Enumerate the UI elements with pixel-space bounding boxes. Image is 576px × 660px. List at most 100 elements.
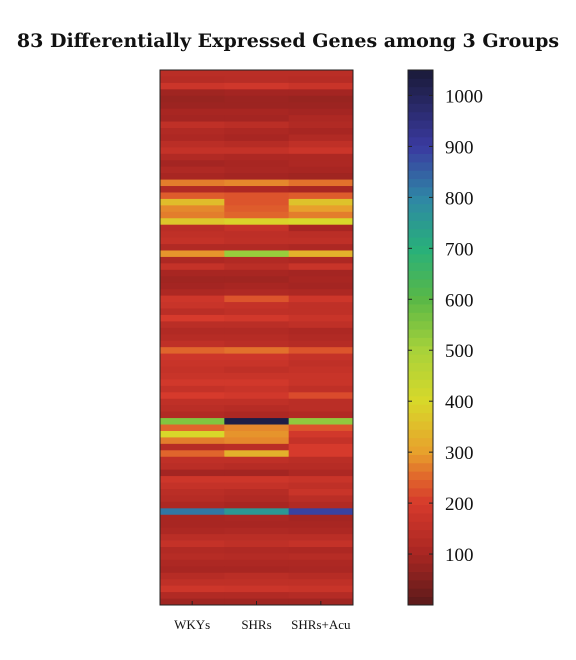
colorbar-ticks bbox=[408, 94, 433, 555]
heatmap-cell bbox=[160, 263, 225, 271]
heatmap-cell bbox=[160, 585, 225, 593]
heatmap-cell bbox=[160, 256, 225, 264]
heatmap-cell bbox=[224, 424, 290, 432]
heatmap-cell bbox=[224, 302, 290, 309]
colorbar-segment bbox=[408, 120, 433, 129]
heatmap-cell bbox=[224, 372, 290, 380]
colorbar-segment bbox=[408, 571, 433, 581]
x-axis-ticks bbox=[191, 601, 322, 605]
heatmap-cell bbox=[288, 334, 354, 342]
heatmap-cell bbox=[224, 501, 290, 509]
heatmap-cell bbox=[224, 250, 290, 258]
heatmap-cell bbox=[224, 379, 290, 387]
colorbar-segment bbox=[408, 329, 433, 338]
heatmap-cell bbox=[160, 198, 225, 206]
heatmap-cell bbox=[288, 521, 354, 529]
heatmap-cell bbox=[160, 566, 225, 574]
heatmap-cell bbox=[288, 385, 354, 393]
heatmap-cell bbox=[224, 469, 290, 477]
heatmap-cell bbox=[288, 224, 354, 232]
heatmap-cell bbox=[160, 392, 225, 400]
heatmap-cell bbox=[224, 282, 290, 290]
heatmap-cell bbox=[288, 572, 354, 580]
colorbar-segment bbox=[408, 429, 433, 439]
heatmap-cell bbox=[288, 527, 354, 535]
heatmap-cell bbox=[224, 140, 290, 148]
colorbar-tick-label: 300 bbox=[445, 443, 474, 464]
heatmap-cell bbox=[160, 450, 225, 458]
heatmap-cell bbox=[224, 108, 290, 116]
heatmap-cell bbox=[288, 76, 354, 84]
heatmap-cell bbox=[160, 205, 225, 213]
heatmap-cell bbox=[288, 469, 354, 477]
colorbar-segment bbox=[408, 136, 433, 146]
heatmap-cell bbox=[288, 379, 354, 387]
heatmap-cell bbox=[288, 321, 354, 329]
colorbar-segment bbox=[408, 454, 433, 464]
heatmap-cell bbox=[288, 205, 354, 213]
heatmap-cell bbox=[224, 572, 290, 580]
heatmap-cell bbox=[224, 186, 290, 193]
heatmap-cell bbox=[288, 95, 354, 103]
heatmap-cell bbox=[288, 289, 354, 297]
heatmap-cell bbox=[160, 508, 225, 516]
heatmap-cell bbox=[160, 443, 225, 451]
heatmap-cell bbox=[288, 353, 354, 361]
heatmap-cell bbox=[160, 340, 225, 348]
heatmap-cell bbox=[288, 263, 354, 271]
heatmap-cell bbox=[224, 488, 290, 496]
heatmap-cell bbox=[288, 276, 354, 284]
heatmap-cell bbox=[224, 482, 290, 490]
heatmap-cell bbox=[224, 121, 290, 129]
heatmap-cell bbox=[288, 463, 354, 471]
heatmap-cell bbox=[160, 89, 225, 97]
heatmap-cell bbox=[288, 372, 354, 380]
heatmap-cell bbox=[224, 276, 290, 284]
colorbar-segment bbox=[408, 262, 433, 272]
heatmap-cell bbox=[160, 108, 225, 116]
colorbar-segment bbox=[408, 295, 433, 305]
heatmap-cell bbox=[160, 295, 225, 303]
heatmap-cell bbox=[160, 166, 225, 174]
heatmap-cell bbox=[224, 153, 290, 161]
heatmap-cell bbox=[160, 250, 225, 258]
heatmap-cell bbox=[224, 95, 290, 103]
heatmap-cell bbox=[224, 237, 290, 245]
heatmap-cell bbox=[224, 128, 290, 135]
heatmap-cell bbox=[288, 231, 354, 238]
heatmap-cell bbox=[224, 585, 290, 593]
x-axis-labels: WKYs SHRs SHRs+Acu bbox=[174, 617, 351, 632]
colorbar-segment bbox=[408, 203, 433, 213]
colorbar-segment bbox=[408, 212, 433, 221]
heatmap-cell bbox=[224, 366, 290, 374]
heatmap-cell bbox=[160, 134, 225, 142]
heatmap-cell bbox=[288, 295, 354, 303]
heatmap-cell bbox=[160, 302, 225, 309]
heatmap-cell bbox=[160, 308, 225, 316]
heatmap-cell bbox=[160, 211, 225, 219]
heatmap-cell bbox=[160, 353, 225, 361]
heatmap-cell bbox=[288, 302, 354, 309]
heatmap-cell bbox=[288, 269, 354, 277]
heatmap-cell bbox=[224, 295, 290, 303]
heatmap-cell bbox=[160, 424, 225, 432]
colorbar-segment bbox=[408, 479, 433, 489]
heatmap-cell bbox=[224, 450, 290, 458]
heatmap-cell bbox=[288, 430, 354, 438]
heatmap-cell bbox=[160, 102, 225, 110]
heatmap-cell bbox=[160, 289, 225, 297]
heatmap-cell bbox=[160, 147, 225, 155]
colorbar-segment bbox=[408, 446, 433, 455]
colorbar-segment bbox=[408, 538, 433, 547]
heatmap-cell bbox=[160, 501, 225, 509]
colorbar-tick-label: 1000 bbox=[445, 86, 483, 107]
heatmap-cell bbox=[160, 276, 225, 284]
colorbar-tick-label: 100 bbox=[445, 545, 474, 566]
colorbar-segment bbox=[408, 278, 433, 288]
heatmap-cell bbox=[160, 244, 225, 251]
heatmap-cell bbox=[160, 379, 225, 387]
colorbar-segment bbox=[408, 396, 433, 405]
heatmap-cell bbox=[160, 76, 225, 84]
heatmap-cell bbox=[224, 360, 290, 367]
